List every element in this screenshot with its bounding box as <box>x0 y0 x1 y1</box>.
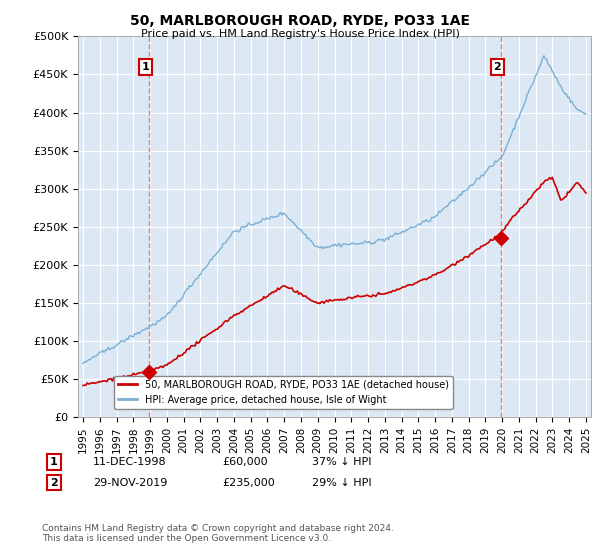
Legend: 50, MARLBOROUGH ROAD, RYDE, PO33 1AE (detached house), HPI: Average price, detac: 50, MARLBOROUGH ROAD, RYDE, PO33 1AE (de… <box>114 376 453 409</box>
Text: 29% ↓ HPI: 29% ↓ HPI <box>312 478 371 488</box>
Text: 11-DEC-1998: 11-DEC-1998 <box>93 457 167 467</box>
Text: £60,000: £60,000 <box>222 457 268 467</box>
Text: £235,000: £235,000 <box>222 478 275 488</box>
Text: 37% ↓ HPI: 37% ↓ HPI <box>312 457 371 467</box>
Text: Contains HM Land Registry data © Crown copyright and database right 2024.
This d: Contains HM Land Registry data © Crown c… <box>42 524 394 543</box>
Text: 2: 2 <box>493 62 501 72</box>
Text: 1: 1 <box>50 457 58 467</box>
Text: 50, MARLBOROUGH ROAD, RYDE, PO33 1AE: 50, MARLBOROUGH ROAD, RYDE, PO33 1AE <box>130 14 470 28</box>
Text: 29-NOV-2019: 29-NOV-2019 <box>93 478 167 488</box>
Text: 2: 2 <box>50 478 58 488</box>
Text: Price paid vs. HM Land Registry's House Price Index (HPI): Price paid vs. HM Land Registry's House … <box>140 29 460 39</box>
Text: 1: 1 <box>142 62 149 72</box>
